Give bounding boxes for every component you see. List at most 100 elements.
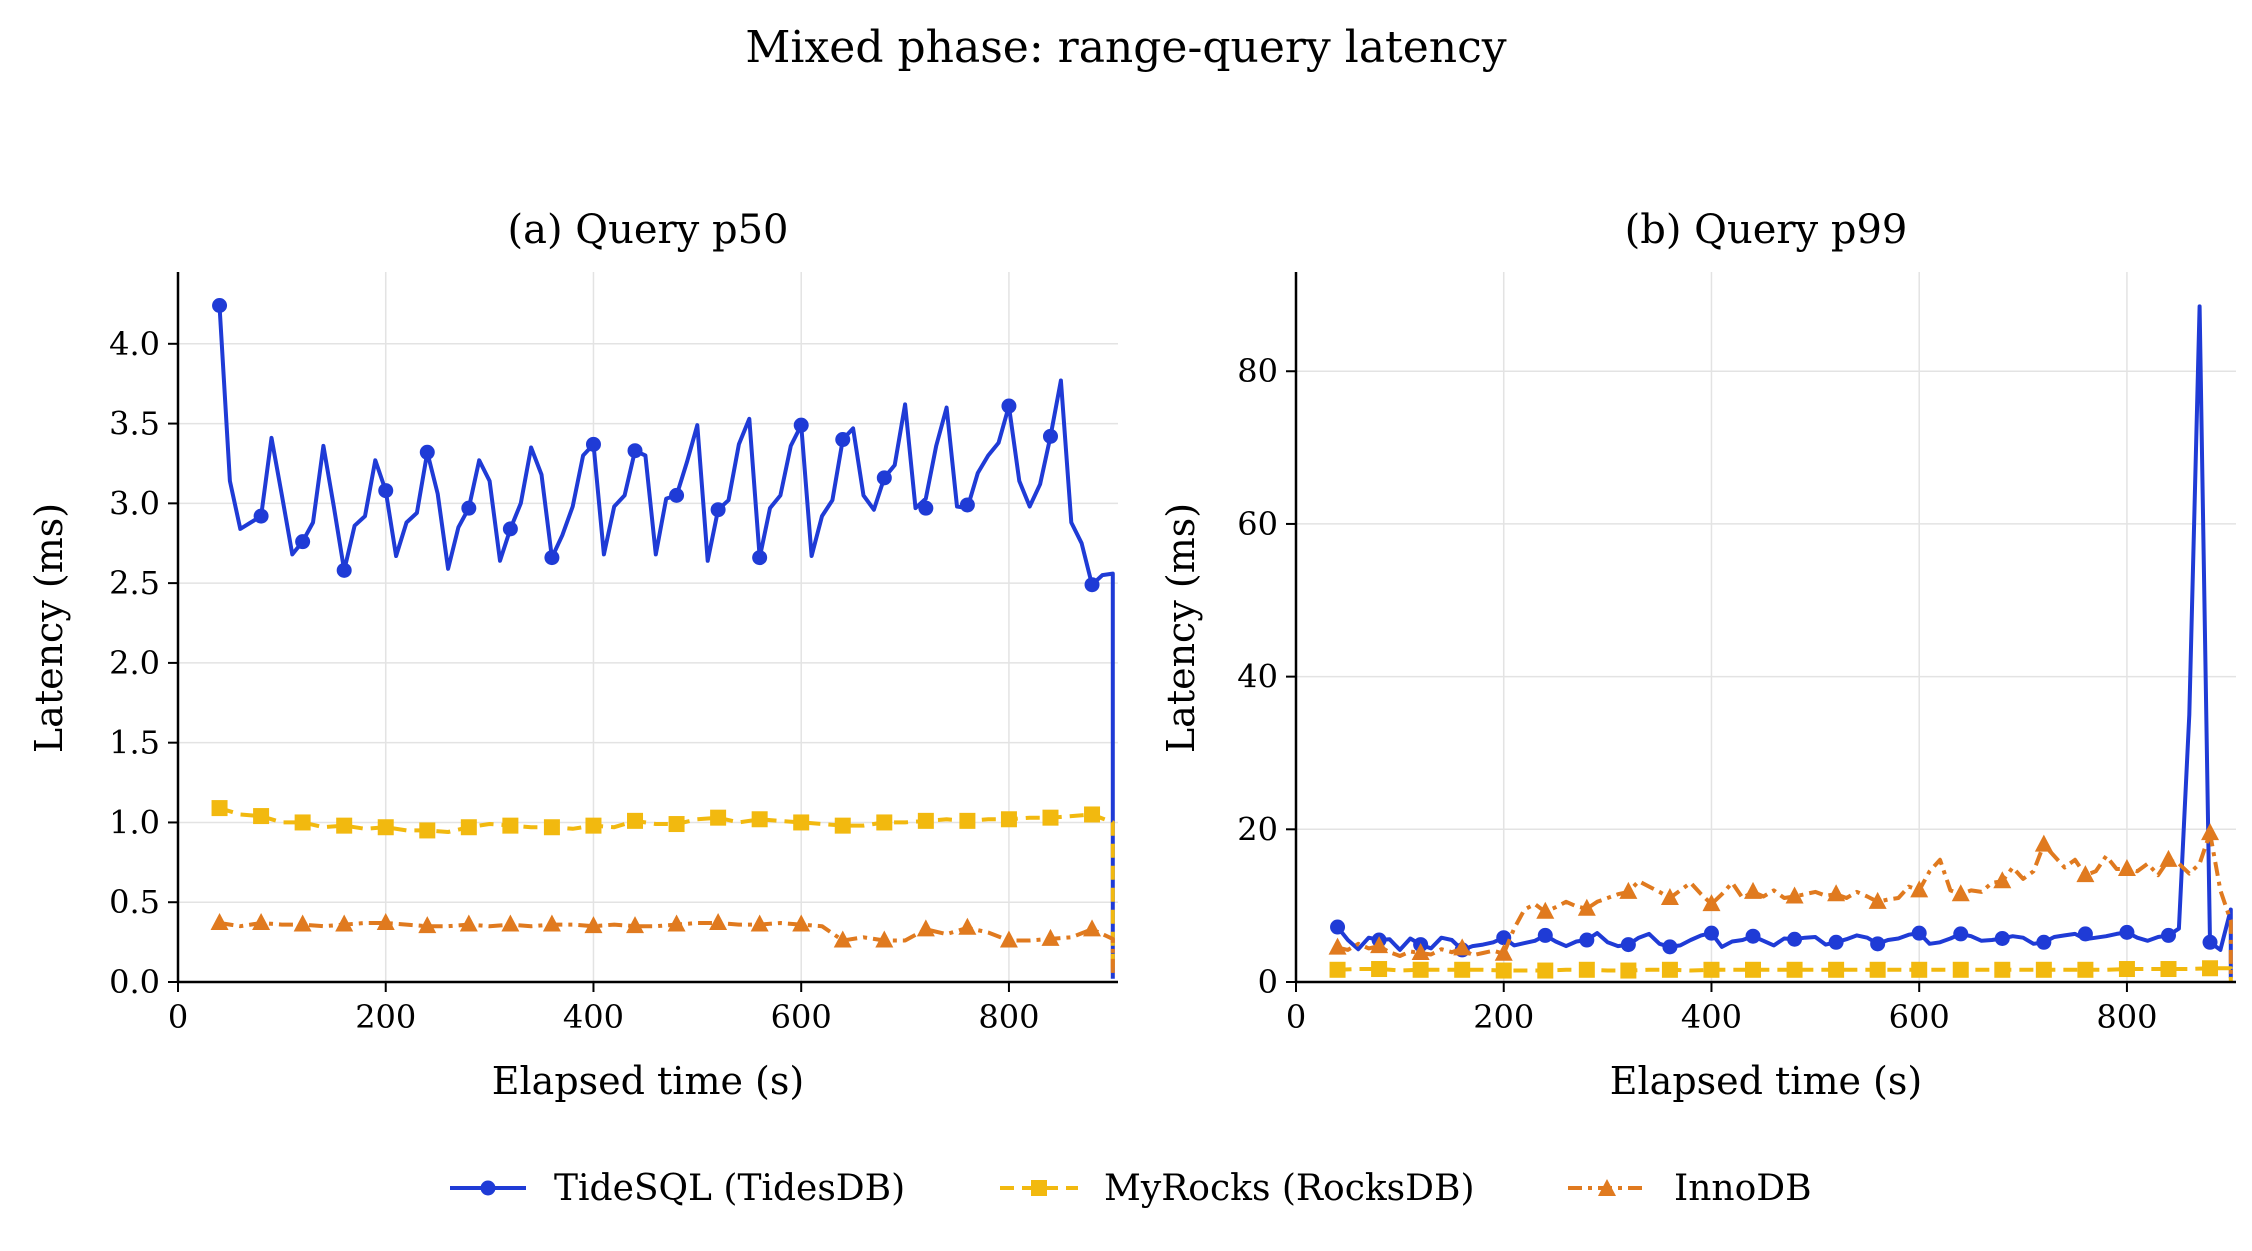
panel-b-series-innodb — [1328, 823, 2233, 979]
panel-b-xtick-label: 800 — [2096, 998, 2157, 1036]
panel-b-title: (b) Query p99 — [1625, 207, 1908, 253]
panel-a-point-innodb — [958, 917, 977, 935]
panel-a-point-myrocks — [876, 814, 893, 831]
panel-a-point-innodb — [1083, 919, 1102, 937]
panel-a-xlabel: Elapsed time (s) — [492, 1059, 804, 1103]
panel-a-xtick-label: 800 — [978, 998, 1039, 1036]
panel-a-point-tidesql — [959, 497, 975, 513]
panel-a-title: (a) Query p50 — [508, 207, 789, 253]
panel-a-point-myrocks — [419, 822, 436, 839]
panel-a-ylabel: Latency (ms) — [27, 503, 71, 753]
panel-b-point-innodb — [1411, 942, 1430, 960]
panel-b-point-myrocks — [1661, 961, 1678, 978]
panel-b-point-myrocks — [1911, 961, 1928, 978]
panel-a-point-myrocks — [336, 817, 353, 834]
panel-b-point-innodb — [1328, 937, 1347, 955]
panel-b-point-myrocks — [1828, 961, 1845, 978]
panel-a-point-myrocks — [253, 808, 270, 825]
panel-a-point-tidesql — [461, 500, 477, 516]
panel-b-line-tidesql — [1335, 304, 2233, 979]
panel-b-xtick-label: 200 — [1473, 998, 1534, 1036]
panel-b-xlabel: Elapsed time (s) — [1610, 1059, 1922, 1103]
panel-a-point-innodb — [418, 916, 437, 934]
panel-a-xtick-label: 0 — [168, 998, 188, 1036]
panel-a-point-myrocks — [211, 800, 228, 817]
panel-a-ytick-label: 2.0 — [109, 644, 160, 682]
panel-a-point-tidesql — [918, 500, 934, 516]
panel-b-point-innodb — [1536, 901, 1555, 919]
panel-a-point-tidesql — [835, 432, 851, 448]
panel-b-point-innodb — [1910, 880, 1929, 898]
panel-a-point-myrocks — [1042, 809, 1059, 826]
panel-b-point-myrocks — [1578, 961, 1595, 978]
panel-b-point-innodb — [2034, 834, 2053, 852]
panel-b-point-myrocks — [1620, 962, 1637, 979]
panel-a-line-tidesql — [217, 305, 1115, 979]
panel-a-point-tidesql — [793, 417, 809, 433]
panel-a-point-innodb — [1041, 928, 1060, 946]
panel-query-p99: (b) Query p99 Elapsed time (s) Latency (… — [1159, 207, 2236, 1103]
panel-a-point-myrocks — [377, 819, 394, 836]
panel-a-point-tidesql — [544, 550, 560, 566]
panel-a-point-myrocks — [710, 809, 727, 826]
panel-a-point-tidesql — [1001, 398, 1017, 414]
panel-a-ytick-label: 0.0 — [109, 963, 160, 1001]
panel-a-point-innodb — [667, 914, 686, 932]
panel-b-point-innodb — [1370, 936, 1389, 954]
panel-a-point-innodb — [750, 914, 769, 932]
panel-b-point-innodb — [1993, 871, 2012, 889]
panel-b-point-innodb — [1827, 884, 1846, 902]
panel-a-point-innodb — [626, 916, 645, 934]
panel-b-point-tidesql — [2119, 924, 2135, 940]
legend-label-innodb: InnoDB — [1674, 1168, 1812, 1209]
panel-b-point-innodb — [1660, 888, 1679, 906]
panel-b-point-tidesql — [1787, 931, 1803, 947]
panel-a-point-innodb — [709, 912, 728, 930]
panel-a-point-tidesql — [585, 436, 601, 452]
panel-a-point-tidesql — [419, 444, 435, 460]
panel-a-ytick-label: 1.0 — [109, 803, 160, 841]
legend: TideSQL (TidesDB) MyRocks (RocksDB) Inno… — [450, 1168, 1812, 1209]
legend-item-tidesql: TideSQL (TidesDB) — [450, 1168, 905, 1209]
panel-a-line-myrocks — [218, 806, 1115, 974]
panel-a-plot-area — [177, 272, 1118, 983]
panel-a-point-myrocks — [834, 817, 851, 834]
panel-a-point-innodb — [252, 912, 271, 930]
panel-a-point-innodb — [916, 919, 935, 937]
panel-a-point-innodb — [210, 912, 229, 930]
panel-b-point-tidesql — [1870, 936, 1886, 952]
panel-a-point-innodb — [293, 914, 312, 932]
panel-b-plot-area — [1295, 272, 2236, 983]
panel-a-point-innodb — [459, 914, 478, 932]
panel-a-point-tidesql — [295, 534, 311, 550]
panel-b-point-tidesql — [1745, 928, 1761, 944]
panel-b-point-tidesql — [1537, 927, 1553, 943]
panel-b-point-tidesql — [1994, 930, 2010, 946]
panel-b-point-myrocks — [1412, 961, 1429, 978]
panel-b-ytick-label: 60 — [1237, 505, 1278, 543]
panel-b-xtick-label: 0 — [1286, 998, 1306, 1036]
legend-item-myrocks: MyRocks (RocksDB) — [1000, 1168, 1475, 1209]
panel-a-point-innodb — [875, 930, 894, 948]
panel-a-point-myrocks — [751, 811, 768, 828]
panel-a-point-innodb — [542, 914, 561, 932]
panel-b-point-innodb — [1702, 894, 1721, 912]
panel-b-ytick-label: 40 — [1237, 658, 1278, 696]
panel-b-point-tidesql — [1330, 919, 1346, 935]
panel-a-point-innodb — [584, 916, 603, 934]
panel-b-point-innodb — [1494, 943, 1513, 961]
panel-a-point-tidesql — [502, 521, 518, 537]
panel-a-point-myrocks — [1000, 811, 1017, 828]
panel-a-point-tidesql — [378, 483, 394, 499]
panel-b-xtick-label: 600 — [1889, 998, 1950, 1036]
panel-b-point-myrocks — [1371, 961, 1388, 978]
panel-a-series-tidesql — [212, 298, 1115, 979]
panel-a-ytick-label: 2.5 — [109, 564, 160, 602]
panel-a-point-myrocks — [793, 814, 810, 831]
panel-b-point-myrocks — [1786, 961, 1803, 978]
panel-b-point-myrocks — [2077, 961, 2094, 978]
panel-b-point-innodb — [1785, 886, 1804, 904]
panel-b-point-innodb — [1744, 881, 1763, 899]
